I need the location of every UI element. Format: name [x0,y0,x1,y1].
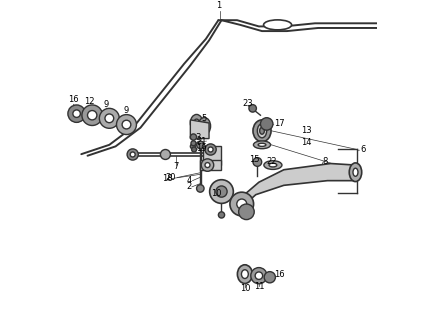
Ellipse shape [349,163,362,181]
Circle shape [160,149,171,159]
Text: 9: 9 [124,106,129,115]
Text: 3: 3 [195,132,200,141]
Circle shape [82,105,102,125]
Text: 6: 6 [360,145,365,154]
Circle shape [216,186,227,197]
Text: 14: 14 [301,138,311,147]
Ellipse shape [202,122,207,130]
Text: 7: 7 [174,162,179,171]
Circle shape [88,110,97,120]
Circle shape [117,115,136,134]
Ellipse shape [253,141,271,149]
Text: 10: 10 [240,284,250,293]
Text: 22: 22 [266,157,276,166]
Circle shape [190,144,195,149]
Circle shape [122,120,131,129]
Text: 23: 23 [243,99,253,108]
Circle shape [201,159,214,171]
Ellipse shape [253,120,271,142]
Text: 18: 18 [162,174,172,183]
Ellipse shape [264,20,291,30]
Circle shape [191,147,197,152]
Text: 15: 15 [249,155,260,164]
Circle shape [127,149,138,160]
Text: 2: 2 [186,182,191,191]
Circle shape [130,152,135,157]
Circle shape [99,108,119,128]
Circle shape [253,157,262,166]
Circle shape [205,163,210,168]
Text: 12: 12 [84,97,94,106]
Polygon shape [203,146,222,165]
Ellipse shape [257,124,267,138]
Text: 16: 16 [68,95,79,104]
Circle shape [190,134,197,140]
Text: 9: 9 [104,100,109,109]
Circle shape [255,272,263,279]
Circle shape [239,204,254,220]
Text: 13: 13 [301,126,311,135]
Ellipse shape [258,143,266,146]
Circle shape [210,180,233,204]
Ellipse shape [264,161,282,169]
Text: 16: 16 [275,270,285,279]
Polygon shape [237,164,355,209]
Circle shape [105,114,114,123]
Ellipse shape [237,265,253,284]
Ellipse shape [194,119,199,127]
Text: 19: 19 [197,144,207,153]
Ellipse shape [241,270,248,278]
Text: 5: 5 [201,114,206,123]
Circle shape [237,199,247,209]
Circle shape [264,272,276,283]
Text: 8: 8 [323,157,328,166]
Text: 10: 10 [212,188,222,198]
Circle shape [249,105,256,112]
Circle shape [208,147,213,152]
Ellipse shape [260,127,264,134]
Ellipse shape [353,168,358,176]
Text: 20: 20 [166,173,176,182]
Text: 11: 11 [254,282,264,291]
Text: 1: 1 [216,1,222,10]
Circle shape [260,118,273,130]
Polygon shape [200,160,222,170]
Circle shape [230,192,253,216]
Polygon shape [190,120,209,139]
Circle shape [218,212,225,218]
Circle shape [191,141,196,146]
Ellipse shape [190,115,203,132]
Circle shape [205,144,216,155]
Text: 21: 21 [196,137,206,146]
Ellipse shape [198,117,210,135]
Text: 4: 4 [186,176,191,185]
Circle shape [197,141,204,148]
Ellipse shape [269,163,277,167]
Circle shape [73,110,80,117]
Circle shape [68,105,85,122]
Circle shape [251,268,267,284]
Text: 17: 17 [275,119,285,128]
Circle shape [197,185,204,192]
